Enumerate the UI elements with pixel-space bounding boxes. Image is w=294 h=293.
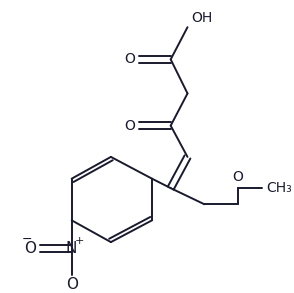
Text: O: O	[66, 277, 78, 292]
Text: −: −	[21, 233, 32, 246]
Text: +: +	[74, 236, 84, 246]
Text: O: O	[233, 170, 243, 184]
Text: N: N	[66, 241, 77, 256]
Text: CH₃: CH₃	[266, 181, 292, 195]
Text: OH: OH	[191, 11, 213, 25]
Text: O: O	[124, 52, 135, 67]
Text: O: O	[124, 119, 135, 133]
Text: O: O	[24, 241, 36, 256]
